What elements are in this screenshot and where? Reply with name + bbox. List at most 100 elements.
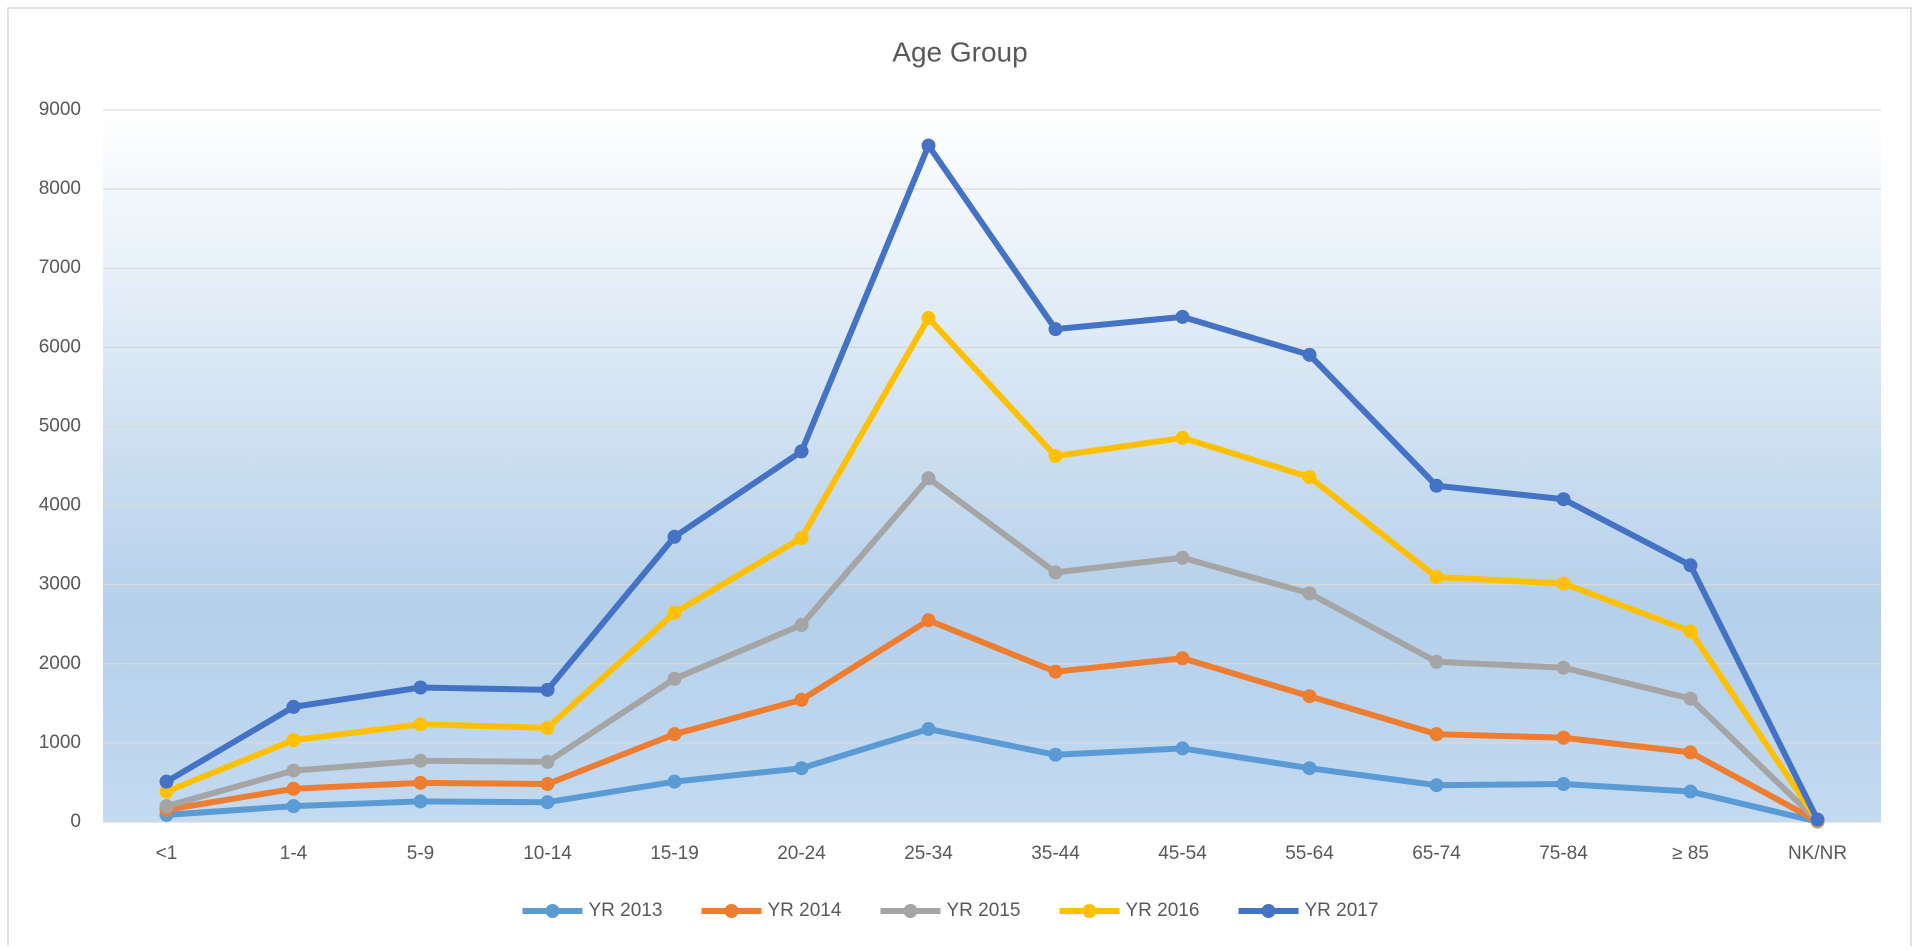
marker	[159, 799, 174, 814]
marker	[1048, 449, 1063, 464]
marker	[1556, 777, 1571, 792]
x-tick-label: 15-19	[650, 843, 699, 864]
legend-label: YR 2014	[768, 900, 842, 921]
y-tick-label: 1000	[39, 732, 81, 753]
marker	[413, 794, 428, 809]
marker	[1302, 347, 1317, 362]
marker	[1048, 322, 1063, 337]
marker	[1175, 550, 1190, 565]
marker	[1429, 778, 1444, 793]
marker	[540, 720, 555, 735]
marker	[1175, 430, 1190, 445]
legend-marker	[1082, 904, 1097, 918]
marker	[1429, 478, 1444, 493]
y-tick-label: 0	[70, 811, 81, 832]
marker	[667, 605, 682, 620]
marker	[1683, 691, 1698, 706]
marker	[159, 784, 174, 799]
marker	[540, 754, 555, 769]
marker	[1683, 745, 1698, 760]
marker	[921, 311, 936, 326]
marker	[286, 699, 301, 714]
x-tick-label: <1	[156, 843, 178, 864]
series-line	[166, 617, 1819, 824]
legend-marker	[903, 904, 918, 918]
marker	[540, 682, 555, 697]
marker	[286, 733, 301, 748]
x-tick-label: 45-54	[1158, 843, 1207, 864]
marker	[1683, 558, 1698, 573]
marker	[1429, 570, 1444, 585]
marker	[1175, 741, 1190, 756]
x-tick-label: 25-34	[904, 843, 953, 864]
legend-label: YR 2016	[1126, 900, 1200, 921]
marker	[794, 444, 809, 459]
marker	[667, 529, 682, 544]
plot-area	[103, 110, 1881, 822]
y-tick-label: 3000	[39, 574, 81, 595]
legend-label: YR 2015	[947, 900, 1021, 921]
y-tick-label: 4000	[39, 495, 81, 516]
marker	[413, 753, 428, 768]
series-line	[166, 726, 1819, 825]
marker	[1556, 576, 1571, 591]
x-tick-label: 55-64	[1285, 843, 1334, 864]
legend-label: YR 2013	[589, 900, 663, 921]
x-tick-label: ≥ 85	[1672, 843, 1709, 864]
marker	[413, 717, 428, 732]
marker	[1429, 727, 1444, 742]
chart-title: Age Group	[892, 36, 1027, 67]
marker	[921, 138, 936, 153]
x-tick-label: 20-24	[777, 843, 826, 864]
marker	[159, 774, 174, 789]
marker	[1302, 470, 1317, 485]
legend-marker	[1261, 904, 1276, 918]
series-line	[164, 142, 1821, 821]
legend-marker	[724, 904, 739, 918]
x-tick-label: 1-4	[280, 843, 308, 864]
marker	[286, 781, 301, 796]
marker	[1302, 586, 1317, 601]
y-tick-label: 9000	[39, 99, 81, 120]
marker	[1556, 492, 1571, 507]
marker	[1175, 309, 1190, 324]
marker	[1556, 730, 1571, 745]
series-line	[165, 475, 1820, 823]
marker	[1048, 565, 1063, 580]
marker	[1683, 624, 1698, 639]
marker	[540, 795, 555, 810]
marker	[1048, 747, 1063, 762]
marker	[413, 680, 428, 695]
marker	[1175, 651, 1190, 666]
marker	[1556, 660, 1571, 675]
marker	[1683, 784, 1698, 799]
marker	[1302, 761, 1317, 776]
y-tick-label: 7000	[39, 257, 81, 278]
marker	[667, 671, 682, 686]
marker	[921, 471, 936, 486]
x-tick-label: 35-44	[1031, 843, 1080, 864]
marker	[667, 774, 682, 789]
marker	[921, 722, 936, 737]
marker	[1302, 689, 1317, 704]
marker	[667, 727, 682, 742]
y-tick-label: 6000	[39, 336, 81, 357]
y-tick-label: 5000	[39, 415, 81, 436]
marker	[794, 618, 809, 633]
x-tick-label: NK/NR	[1788, 843, 1847, 864]
x-tick-label: 75-84	[1539, 843, 1588, 864]
x-tick-label: 10-14	[523, 843, 572, 864]
marker	[286, 799, 301, 814]
x-tick-label: 65-74	[1412, 843, 1461, 864]
y-tick-label: 8000	[39, 178, 81, 199]
marker	[794, 530, 809, 545]
marker	[286, 763, 301, 778]
series-line	[165, 315, 1820, 823]
marker	[413, 775, 428, 790]
marker	[1810, 812, 1825, 827]
x-tick-label: 5-9	[407, 843, 434, 864]
legend-label: YR 2017	[1305, 900, 1379, 921]
legend-marker	[545, 904, 560, 918]
